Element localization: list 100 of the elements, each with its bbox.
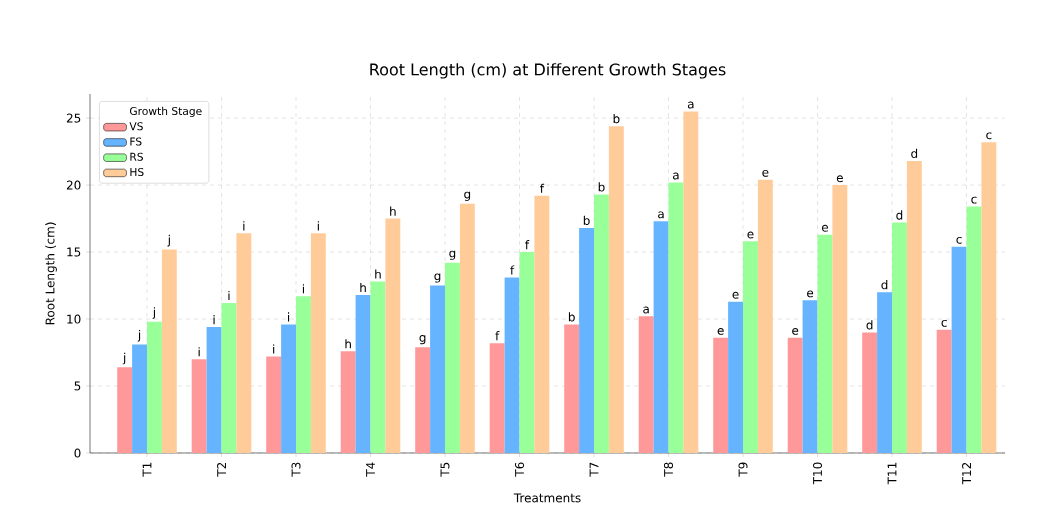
data-label: h [345,339,351,349]
data-label: i [213,315,215,325]
data-label: d [896,210,903,220]
data-label: i [228,290,230,301]
data-label: h [360,282,366,292]
x-tick-label: T7 [589,462,599,477]
data-label: g [464,191,471,201]
data-label: a [643,306,649,314]
data-label: e [717,327,724,335]
data-label: d [866,320,873,330]
data-label: b [583,215,590,226]
bar [385,218,401,453]
data-label: e [792,327,799,335]
bar [862,332,878,453]
data-label: e [836,175,843,183]
bar [653,221,669,453]
data-label: a [687,101,694,109]
y-axis-title: Root Length (cm) [45,222,57,325]
bar [728,301,744,453]
bar [579,227,595,453]
bar [459,203,475,453]
data-label: b [598,182,605,192]
data-label: g [449,250,456,260]
data-label: i [273,344,275,354]
x-tick-label: T1 [142,462,152,477]
data-label: h [375,269,381,279]
x-tick-label: T3 [291,462,301,477]
data-label: b [568,312,575,322]
x-tick-label: T10 [812,462,823,485]
x-axis-title: Treatments [513,493,581,503]
data-label: c [941,319,947,327]
bar [310,233,326,453]
data-label: c [956,236,962,244]
legend-label: FS [130,137,142,146]
bar [757,179,773,453]
bar [877,292,893,453]
data-label: h [390,206,396,216]
data-label: j [137,329,141,342]
data-label: c [971,196,977,204]
bar [668,182,684,453]
bar [117,367,133,453]
x-tick-label: T9 [738,462,748,477]
bar [161,249,177,453]
y-tick-label: 10 [67,314,81,324]
bar [683,111,699,453]
legend-label: VS [129,122,143,131]
bar [206,327,222,453]
bar [504,277,520,453]
y-tick-label: 5 [74,381,81,391]
data-label: i [243,221,245,231]
bar [132,344,147,453]
legend-label: RS [130,152,143,161]
chart-title: Root Length (cm) at Different Growth Stages [370,63,726,79]
bar [802,300,818,453]
y-tick-label: 25 [66,113,81,123]
bar [564,324,580,453]
bar [340,351,356,453]
bar [713,337,729,453]
bar [981,142,997,453]
bar [906,160,922,453]
data-label: i [317,221,319,231]
data-label: a [672,172,679,180]
x-tick-label: T5 [440,462,450,477]
data-label: g [434,273,441,283]
y-tick-label: 0 [74,448,81,458]
bar [608,126,624,453]
data-label: i [302,284,304,294]
data-label: d [911,148,918,159]
bar [355,294,371,453]
bar [221,302,237,453]
bar [951,246,967,453]
x-tick-label: T12 [962,462,971,485]
bar [445,262,460,453]
y-tick-label: 15 [67,247,81,257]
data-label: f [540,183,545,193]
data-label: f [510,265,515,275]
data-label: j [152,307,155,319]
bar [147,321,162,453]
y-tick-label: 20 [66,180,81,190]
bar [832,185,848,453]
data-label: c [986,132,992,140]
data-label: g [419,335,426,345]
bar [489,343,505,453]
bar [236,233,252,453]
legend-title: Growth Stage [129,106,202,118]
x-tick-label: T8 [663,462,674,477]
bar [266,356,282,453]
bar [534,195,550,453]
data-label: a [658,211,664,219]
x-tick-label: T11 [887,462,897,485]
bar [594,194,609,453]
bar [743,241,758,453]
bar [936,329,952,453]
data-label: f [495,331,500,341]
data-label: e [807,290,814,298]
data-label: e [732,291,739,299]
data-label: b [613,113,620,124]
bar [370,281,386,453]
x-tick-label: T6 [514,462,525,477]
bar [638,316,654,453]
